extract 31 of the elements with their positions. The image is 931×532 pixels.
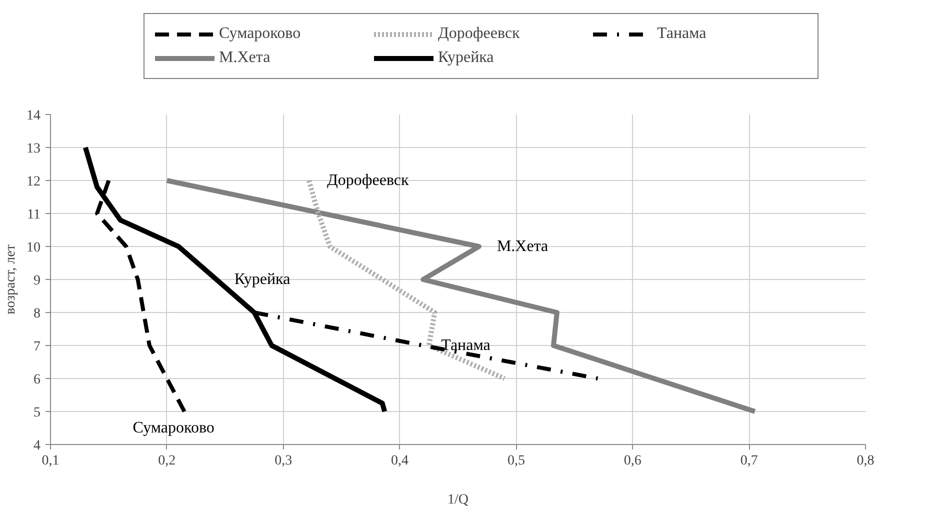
y-tick-label: 13 — [26, 142, 40, 156]
y-axis-title: возраст, лет — [4, 244, 18, 314]
legend-label: Курейка — [438, 49, 495, 67]
annotation: Танама — [441, 337, 490, 354]
y-tick-label: 8 — [34, 306, 40, 322]
y-tick-label: 5 — [34, 406, 40, 420]
y-tick-label: 11 — [27, 208, 41, 222]
x-tick-label: 0,5 — [507, 454, 525, 468]
legend-label: Сумароково — [219, 25, 302, 43]
annotation: Сумароково — [132, 420, 214, 436]
annotation: Курейка — [234, 271, 290, 288]
x-tick-label: 0,3 — [274, 454, 292, 468]
y-tick-label: 14 — [26, 108, 40, 124]
y-tick-label: 4 — [34, 438, 40, 454]
x-tick-label: 0,4 — [391, 454, 409, 468]
y-tick-label: 12 — [26, 174, 40, 190]
legend-label: Дорофеевск — [438, 25, 521, 43]
annotation: М.Хета — [496, 238, 548, 255]
x-tick-label: 0,8 — [856, 454, 874, 468]
y-tick-label: 7 — [34, 340, 40, 354]
x-tick-label: 0,6 — [624, 454, 642, 468]
y-tick-label: 6 — [34, 372, 40, 388]
legend-label: М.Хета — [219, 49, 272, 67]
x-tick-label: 0,2 — [158, 454, 176, 468]
x-tick-label: 0,1 — [42, 454, 60, 468]
legend-label: Танама — [657, 25, 708, 43]
x-tick-label: 0,7 — [740, 454, 758, 468]
y-tick-label: 9 — [34, 274, 40, 288]
annotation: Дорофеевск — [326, 172, 410, 189]
x-axis-title: 1/Q — [448, 492, 468, 508]
y-tick-label: 10 — [26, 240, 40, 256]
